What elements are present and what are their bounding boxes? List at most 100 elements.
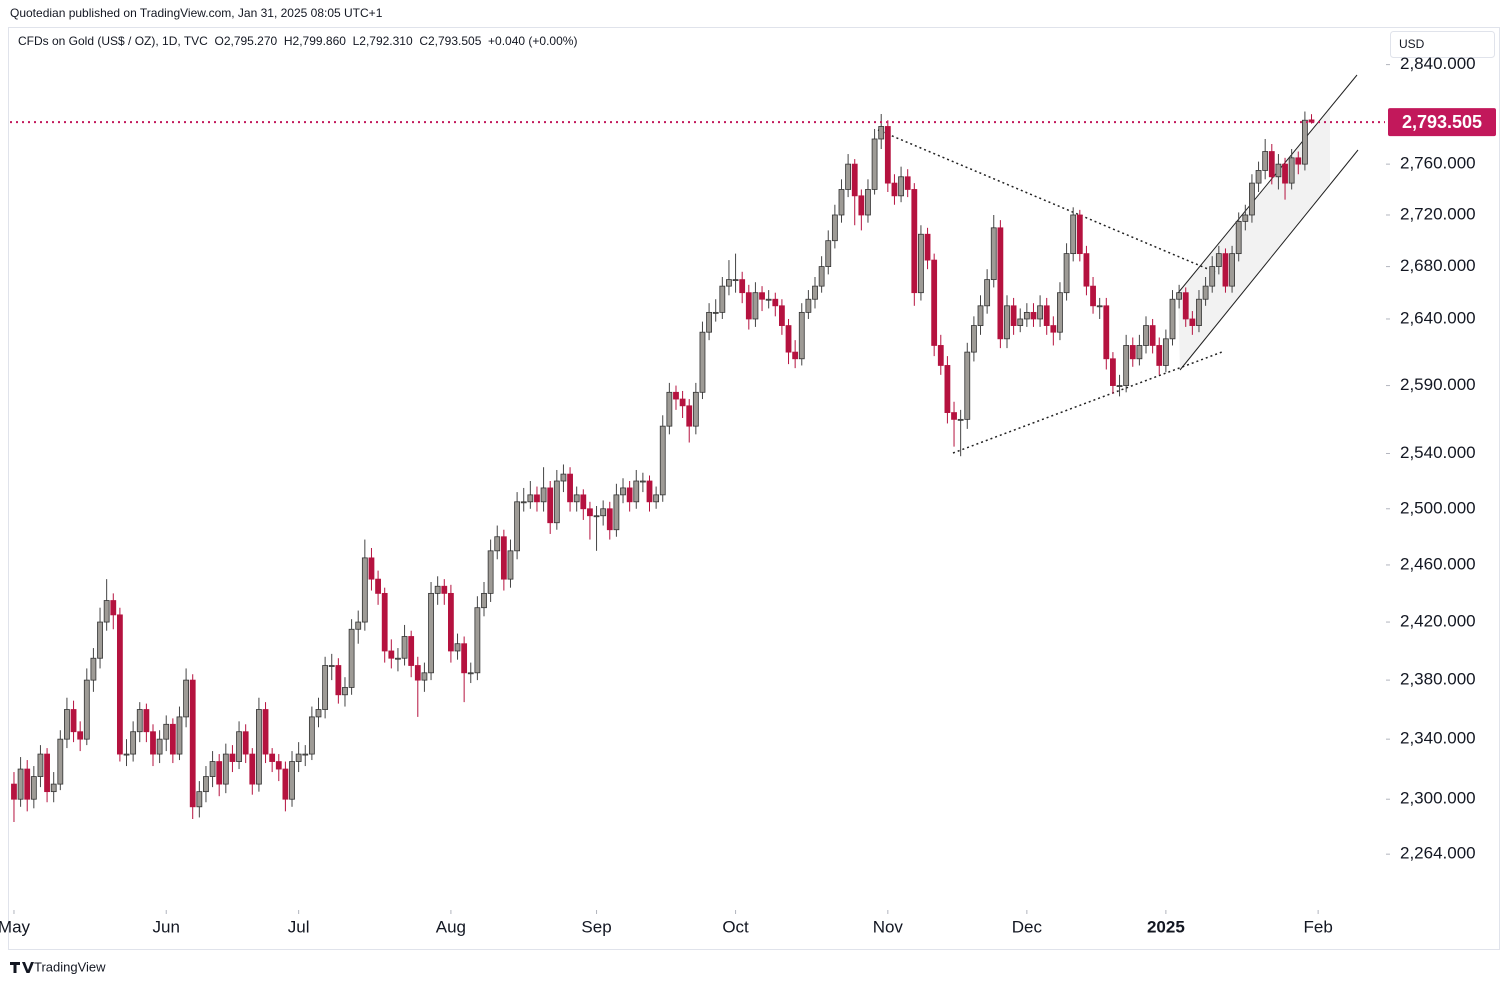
candle-body [57,738,64,785]
chart-frame [8,27,1500,950]
candle-body [1255,170,1262,184]
candle-body [798,311,805,360]
candle-body [1063,253,1070,294]
candle-body [242,731,249,755]
candle-body [1229,253,1235,287]
candle-body [613,494,620,531]
candle-body [1090,285,1096,307]
candle-body [1004,305,1010,340]
candle-body [256,709,262,785]
candle-body [818,266,825,287]
candle-body [1010,305,1017,326]
candle-body [90,657,97,681]
candle-body [1116,385,1123,387]
candle-body [805,298,812,313]
footer-logo [10,962,34,973]
candle-body [130,731,137,755]
candle-body [825,240,832,267]
candle-body [481,592,487,609]
candle-body [937,345,944,366]
candle-body [765,298,772,301]
x-tick-label: Aug [436,917,466,936]
candle-body [666,391,673,427]
candle-body [355,621,362,630]
candle-body [1282,163,1288,184]
candle-body [1189,318,1196,326]
candle-body [646,480,653,503]
candle-body [275,761,282,770]
candle-body [918,233,924,294]
candle-body [335,665,342,696]
candle-body [587,508,593,517]
candle-body [1176,292,1183,300]
candle-body [196,791,203,808]
candle-body [1149,325,1156,346]
candle-body [1295,157,1302,165]
candle-body [1129,345,1136,360]
candle-body [269,753,276,762]
candle-body [222,753,229,785]
x-tick-label: Nov [873,917,904,936]
x-tick-label: Oct [722,917,749,936]
x-tick-label: Feb [1303,917,1332,936]
candle-body [1096,305,1103,308]
candle-body [732,279,739,282]
candle-body [375,578,381,594]
y-tick-label: 2,340.000 [1400,729,1476,748]
x-tick-label: Sep [581,917,611,936]
candle-body [977,305,984,326]
candle-body [957,418,964,421]
candle-body [1288,157,1295,184]
candle-body [964,351,971,420]
candle-body [1262,151,1269,171]
candle-body [77,731,84,740]
publisher-header: Quotedian published on TradingView.com, … [10,6,383,20]
trendline-down [877,129,1216,273]
candle-body [169,723,176,755]
candle-body [1215,253,1222,267]
candle-body [70,709,77,733]
candle-body [567,473,573,503]
candle-body [163,723,170,740]
candle-body [249,753,256,785]
candle-body [865,189,871,216]
candle-body [421,672,428,681]
candle-body [315,709,322,718]
candle-body [103,600,110,623]
channel-upper [1177,74,1358,294]
candle-body [858,195,865,216]
candle-body [461,643,468,674]
candle-body [342,687,348,696]
candle-body [606,508,613,531]
candle-body [110,600,117,616]
candle-body [176,716,183,755]
candle-body [395,657,401,660]
y-tick-label: 2,500.000 [1400,498,1476,517]
candle-body [302,753,309,756]
candle-body [990,227,997,281]
candle-body [692,391,699,427]
y-tick-label: 2,680.000 [1400,256,1476,275]
candle-body [573,494,580,503]
candle-body [1209,266,1216,287]
candle-body [1043,305,1050,326]
candle-body [924,233,931,261]
currency-box[interactable] [1390,31,1495,58]
candle-body [884,126,891,184]
candle-body [593,515,600,518]
candle-body [779,305,785,326]
candle-body [851,163,858,197]
candle-body [507,550,514,580]
candle-body [633,480,640,503]
candle-body [1143,325,1149,346]
candle-body [984,279,991,307]
candle-body [785,325,792,353]
candle-body [1156,345,1163,366]
y-tick-label: 2,380.000 [1400,670,1476,689]
candle-body [673,391,679,400]
candle-body [1030,311,1037,320]
candle-body [123,753,130,756]
candle-body [792,351,799,360]
